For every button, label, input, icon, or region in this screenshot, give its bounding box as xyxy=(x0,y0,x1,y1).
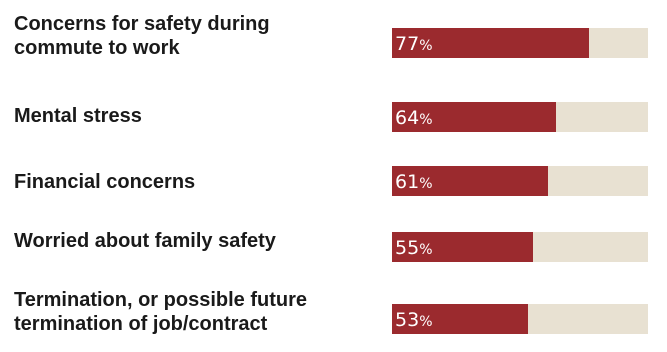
bar-row: Concerns for safety during commute to wo… xyxy=(0,12,667,68)
category-label: Worried about family safety xyxy=(14,230,276,252)
data-label: 64% xyxy=(395,107,433,129)
bar-track: 61% xyxy=(392,166,648,196)
bar-track: 55% xyxy=(392,232,648,262)
bar-row: Financial concerns 61% xyxy=(0,166,667,200)
bar xyxy=(392,232,533,262)
category-label: Financial concerns xyxy=(14,171,196,193)
category-label: Termination, or possible future terminat… xyxy=(14,289,307,335)
category-label: Mental stress xyxy=(14,105,142,127)
bar-row: Termination, or possible future terminat… xyxy=(0,288,667,344)
bar-track: 53% xyxy=(392,304,648,334)
bar xyxy=(392,102,556,132)
bar-row: Mental stress 64% xyxy=(0,102,667,134)
category-label: Concerns for safety during commute to wo… xyxy=(14,13,270,59)
data-label: 61% xyxy=(395,171,433,193)
data-label: 53% xyxy=(395,309,433,331)
bar-track: 77% xyxy=(392,28,648,58)
data-label: 77% xyxy=(395,33,433,55)
data-label: 55% xyxy=(395,237,433,259)
bar-track: 64% xyxy=(392,102,648,132)
bar xyxy=(392,28,590,58)
bar xyxy=(392,166,549,196)
bar xyxy=(392,304,528,334)
bar-row: Worried about family safety 55% xyxy=(0,229,667,262)
